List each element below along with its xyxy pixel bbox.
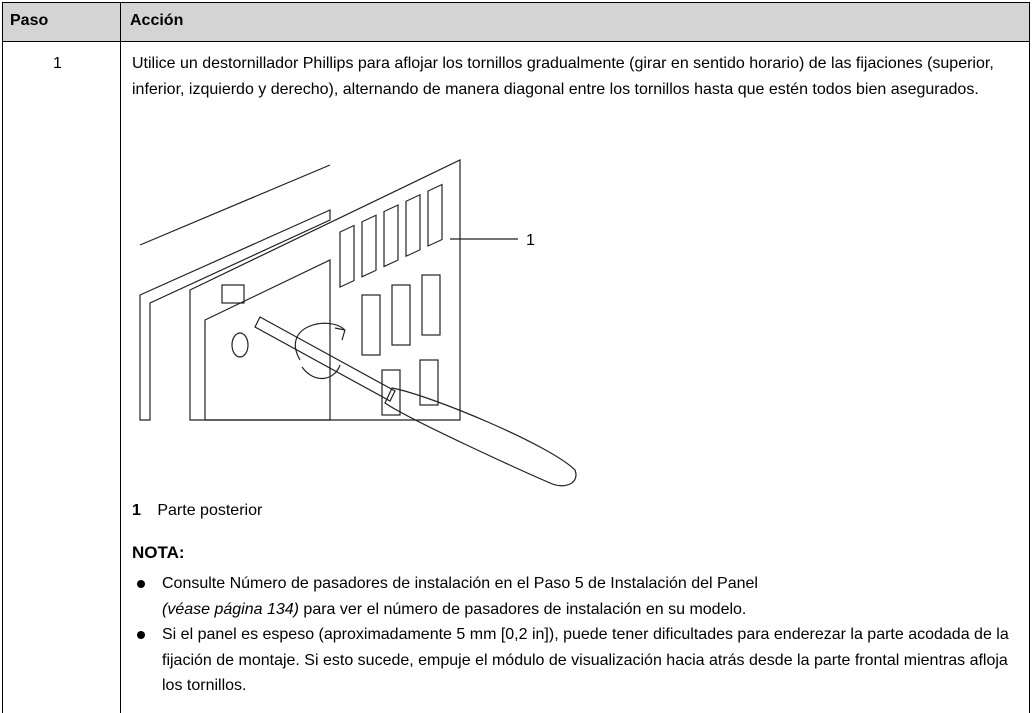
rotation-arrow [301, 364, 341, 379]
note-list: Consulte Número de pasadores de instalac… [132, 571, 1012, 699]
panel-line [139, 164, 331, 246]
legend: 1 Parte posterior [132, 502, 262, 520]
note-text: Si el panel es espeso (aproximadamente 5… [162, 626, 1009, 694]
screwdriver-handle [384, 387, 577, 487]
grille [339, 183, 443, 416]
module-body [189, 159, 461, 421]
page-link[interactable]: (véase página 134) [162, 600, 299, 618]
panel-edge [139, 209, 331, 421]
border [120, 2, 121, 713]
note-text: Consulte Número de pasadores de instalac… [162, 575, 758, 592]
step-number: 1 [53, 55, 62, 72]
clip [221, 284, 245, 304]
instruction: Utilice un destornillador Phillips para … [132, 55, 994, 98]
legend-label: Parte posterior [157, 502, 263, 519]
header-cell: Paso [10, 12, 49, 29]
callout-label: 1 [526, 232, 535, 249]
note-item: Consulte Número de pasadores de instalac… [132, 571, 1012, 622]
module-face [204, 259, 331, 421]
screwdriver-shaft [254, 316, 396, 402]
border [2, 2, 3, 713]
rotation-arrow [294, 322, 346, 361]
legend-number: 1 [132, 502, 141, 519]
border [1029, 2, 1030, 713]
header-cell: Acción [130, 12, 184, 29]
table-header: Paso Acción [2, 2, 1030, 42]
screw [231, 332, 249, 358]
note-item: Si el panel es espeso (aproximadamente 5… [132, 622, 1012, 699]
illustration: 1 [139, 159, 577, 487]
note-text: para ver el número de pasadores de insta… [298, 600, 747, 618]
note-title: NOTA: [132, 543, 185, 562]
